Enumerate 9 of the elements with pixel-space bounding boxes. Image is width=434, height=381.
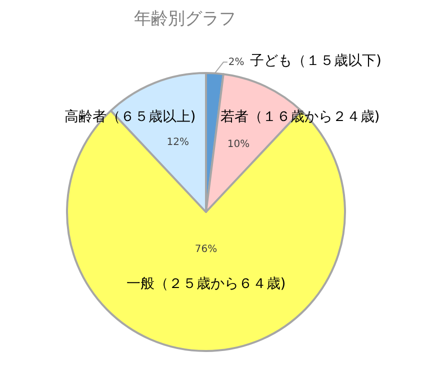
data-label: 12% [166,136,189,148]
slice-label: 高齢者（６５歳以上) [64,109,196,125]
slice-label: 子ども（１５歳以下) [250,53,382,69]
chart-title: 年齢別グラフ [134,9,236,29]
data-label: 76% [194,244,218,256]
slice-label: 若者（１６歳から２４歳) [220,109,380,125]
data-label: 10% [227,138,250,150]
slice-label: 一般（２５歳から６４歳) [126,276,286,292]
data-label: 2% [228,57,244,68]
